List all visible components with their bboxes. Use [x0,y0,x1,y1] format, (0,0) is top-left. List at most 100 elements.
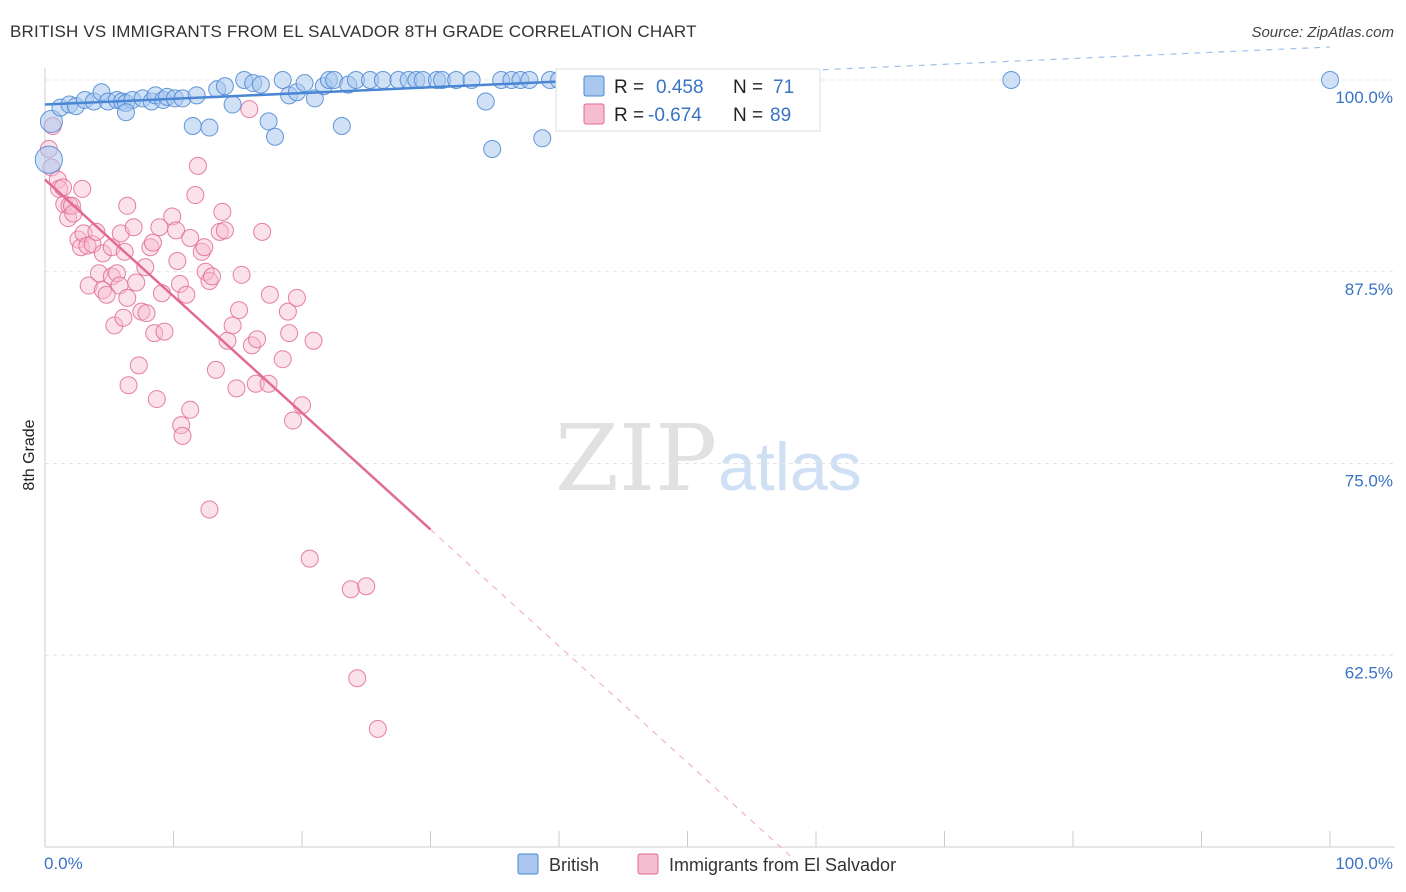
stats-legend: R = 0.458 N = 71 R = -0.674 N = 89 [555,68,821,132]
british-point [373,71,392,89]
salvador-point [215,221,234,240]
salvador-point [97,285,116,304]
x-tick-label-max: 100.0% [1335,854,1393,873]
salvador-point [300,549,319,568]
salvador-point [223,316,242,335]
legend-salvador-n-value: 89 [770,105,791,126]
x-tick-label-min: 0.0% [44,854,83,873]
source-label: Source: ZipAtlas.com [1251,24,1394,41]
bottom-legend-swatch-british [517,853,539,875]
salvador-point [136,258,155,277]
salvador-point [181,400,200,419]
british-point [251,75,270,94]
salvador-point [246,374,265,393]
british-point [476,92,495,111]
salvador-point [227,379,246,398]
british-point [187,86,206,105]
salvador-points [39,100,387,738]
watermark-atlas: atlas [718,429,862,505]
salvador-point [167,221,186,240]
salvador-point [293,396,311,415]
salvador-point [127,273,146,292]
legend-british-r-value: 0.458 [656,77,704,98]
salvador-point [240,100,259,119]
salvador-point [230,301,249,320]
legend-british-n-value: 71 [773,77,794,98]
salvador-point [73,179,92,198]
salvador-point [248,330,267,349]
british-point [259,112,278,131]
salvador-point [304,331,323,350]
british-trend-extension [558,46,1331,83]
salvador-point [118,196,137,215]
salvador-point [119,376,138,395]
salvador-point [368,719,387,738]
salvador-point [348,669,367,688]
salvador-point [93,244,112,263]
bottom-legend-salvador: Immigrants from El Salvador [669,855,896,875]
salvador-point [206,360,225,379]
legend-swatch-british [583,75,605,97]
watermark-zip: ZIP [555,405,717,512]
salvador-point [170,275,189,294]
salvador-trend-line [44,178,432,531]
british-point [305,89,324,108]
y-tick-label: 62.5% [1345,663,1393,682]
series-legend: British Immigrants from El Salvador [517,853,896,875]
salvador-point [147,390,166,409]
salvador-point [195,238,214,257]
salvador-point [105,316,124,335]
british-point [332,117,351,136]
british-point [295,74,314,93]
y-tick-label: 100.0% [1335,88,1393,107]
british-point [1321,71,1339,89]
salvador-point [143,233,162,252]
salvador-point [137,304,156,323]
salvador-point [192,242,211,261]
salvador-point [188,156,207,175]
legend-salvador-n-label: N = [733,105,763,126]
british-point [533,129,552,148]
salvador-point [155,322,174,341]
british-point [1002,71,1021,89]
salvador-point [163,207,182,226]
british-point [223,95,242,114]
salvador-point [71,238,90,257]
british-point [215,77,234,96]
y-tick-label: 75.0% [1345,472,1393,491]
salvador-point [357,577,376,596]
salvador-trend-extension [430,529,791,857]
salvador-point [200,271,219,290]
salvador-point [273,350,292,369]
legend-british-r-label: R = [614,77,644,98]
salvador-point [200,500,219,519]
salvador-point [278,302,297,321]
salvador-point [341,580,360,599]
salvador-point [181,229,200,248]
british-point [273,71,292,89]
bottom-legend-british: British [549,855,599,875]
chart-title: BRITISH VS IMMIGRANTS FROM EL SALVADOR 8… [10,22,697,41]
legend-swatch-salvador [583,103,605,125]
trend-lines [44,46,1331,857]
salvador-point [87,222,106,241]
british-point [266,127,285,146]
legend-salvador-r-value: -0.674 [648,105,702,126]
y-axis-label: 8th Grade [21,419,38,490]
salvador-point [79,276,98,295]
salvador-point [129,356,148,375]
salvador-point [177,285,196,304]
salvador-point [284,411,303,430]
legend-salvador-r-label: R = [614,105,644,126]
british-point [116,103,135,122]
british-point [200,118,219,137]
british-point [183,117,202,136]
salvador-point [287,288,306,307]
salvador-point [124,218,143,237]
salvador-point [173,426,192,445]
salvador-point [232,265,251,284]
y-tick-label: 87.5% [1345,280,1393,299]
salvador-point [280,324,299,343]
british-point [520,71,539,89]
british-point [483,140,502,159]
